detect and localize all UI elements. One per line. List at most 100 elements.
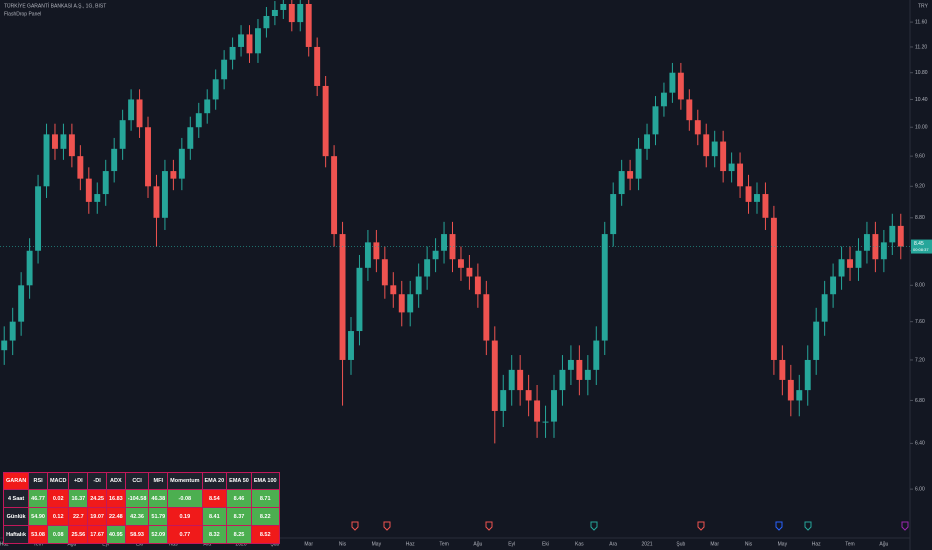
candle-body bbox=[128, 99, 135, 121]
candle-body bbox=[119, 120, 126, 149]
candle-body bbox=[610, 194, 617, 235]
x-tick-label: Eyl bbox=[508, 541, 515, 547]
table-cell: 51.79 bbox=[148, 507, 169, 526]
candle-body bbox=[170, 171, 177, 179]
header-cell: RSI bbox=[28, 472, 48, 490]
table-row: Haftalık 53.08 0.08 25.56 17.67 40.95 58.93 52.… bbox=[2, 525, 280, 544]
table-cell: 8.71 bbox=[250, 489, 280, 508]
candle-body bbox=[474, 276, 481, 295]
candle-body bbox=[703, 134, 710, 157]
candle-body bbox=[297, 4, 304, 23]
candle-body bbox=[85, 178, 92, 202]
candle-body bbox=[838, 259, 845, 277]
candle-body bbox=[508, 369, 515, 391]
header-cell: Momentum bbox=[167, 472, 203, 490]
candle-body bbox=[804, 359, 811, 391]
y-tick-label: 10.80 bbox=[915, 70, 928, 76]
candle-body bbox=[398, 294, 405, 313]
candle-body bbox=[534, 400, 541, 422]
candle-body bbox=[517, 369, 524, 391]
candle-body bbox=[407, 294, 414, 313]
candle-body bbox=[880, 242, 887, 260]
candle-body bbox=[111, 148, 118, 172]
candle-body bbox=[356, 267, 363, 332]
x-tick-label: Kas bbox=[169, 541, 178, 547]
x-tick-label: Ağu bbox=[473, 541, 482, 547]
table-cell: 8.46 bbox=[226, 489, 252, 508]
candle-body bbox=[263, 16, 270, 29]
candle-body bbox=[787, 379, 794, 401]
price-label-box bbox=[911, 239, 932, 254]
table-cell: 0.19 bbox=[167, 507, 203, 526]
event-marker bbox=[697, 521, 705, 531]
candle-body bbox=[187, 127, 194, 149]
x-tick-label: Şub bbox=[270, 541, 279, 547]
candle-body bbox=[102, 171, 109, 195]
candle-body bbox=[737, 163, 744, 187]
header-cell: +DI bbox=[68, 472, 89, 490]
chart-title: TÜRKİYE GARANTİ BANKASI A.Ş., 1G, BIST bbox=[4, 2, 106, 9]
candle-body bbox=[762, 194, 769, 218]
candle-body bbox=[567, 359, 574, 370]
table-cell: 22.7 bbox=[68, 507, 89, 526]
table-cell: 0.12 bbox=[46, 507, 70, 526]
y-tick-label: 10.00 bbox=[915, 125, 928, 131]
x-tick-label: Ara bbox=[203, 541, 211, 547]
candle-body bbox=[35, 186, 42, 251]
x-tick-label: Ara bbox=[609, 541, 617, 547]
y-tick-label: 7.60 bbox=[915, 319, 925, 325]
y-tick-label: 6.40 bbox=[915, 441, 925, 447]
header-cell: EMA 100 bbox=[250, 472, 280, 490]
candle-body bbox=[153, 186, 160, 218]
candle-body bbox=[212, 79, 219, 100]
candle-body bbox=[52, 134, 58, 149]
candle-body bbox=[26, 250, 33, 286]
table-cell: 46.77 bbox=[28, 489, 48, 508]
candle-body bbox=[669, 72, 676, 93]
x-tick-label: Şub bbox=[676, 541, 685, 547]
event-marker bbox=[351, 521, 359, 531]
table-cell: 54.90 bbox=[28, 507, 48, 526]
candle-body bbox=[390, 285, 397, 295]
table-cell: 16.83 bbox=[105, 489, 126, 508]
x-tick-label: Mar bbox=[710, 541, 719, 547]
candle-body bbox=[9, 321, 16, 341]
header-cell: -DI bbox=[87, 472, 107, 490]
table-cell: 8.41 bbox=[201, 507, 228, 526]
candle-body bbox=[68, 134, 75, 157]
y-tick-label: 6.80 bbox=[915, 398, 925, 404]
candle-body bbox=[686, 99, 693, 121]
row-label: 4 Saat bbox=[2, 489, 30, 508]
x-tick-label: Eki bbox=[542, 541, 549, 547]
header-cell: CCI bbox=[124, 472, 150, 490]
candle-body bbox=[432, 250, 439, 260]
x-tick-label: Tem bbox=[439, 541, 448, 547]
candle-body bbox=[229, 46, 236, 60]
event-marker bbox=[775, 521, 783, 531]
plot-area bbox=[1, 0, 904, 444]
event-marker bbox=[383, 521, 391, 531]
y-tick-label: 10.40 bbox=[915, 97, 928, 103]
header-cell: EMA 50 bbox=[226, 472, 252, 490]
candle-body bbox=[415, 276, 422, 295]
x-tick-label: Nis bbox=[339, 541, 347, 547]
table-header-row: GARAN RSI MACD +DI -DI ADX CCI MFI Momentum EMA 2… bbox=[2, 472, 280, 490]
candle-body bbox=[855, 250, 862, 268]
y-tick-label: 11.60 bbox=[915, 19, 927, 25]
candle-body bbox=[660, 92, 667, 107]
candle-body bbox=[584, 369, 591, 380]
y-tick-label: 9.20 bbox=[915, 184, 925, 190]
table-cell: 19.07 bbox=[87, 507, 107, 526]
table-cell: 0.08 bbox=[46, 525, 70, 544]
table-cell: 17.67 bbox=[87, 525, 107, 544]
event-marker bbox=[590, 521, 598, 531]
table-cell: 52.09 bbox=[148, 525, 169, 544]
candle-body bbox=[830, 276, 837, 295]
candle-body bbox=[60, 134, 67, 149]
indicator-name: FlashDrop Panel bbox=[4, 11, 41, 17]
table-cell: 8.37 bbox=[226, 507, 252, 526]
candle-body bbox=[331, 156, 338, 235]
x-tick-label: Kas bbox=[575, 541, 584, 547]
